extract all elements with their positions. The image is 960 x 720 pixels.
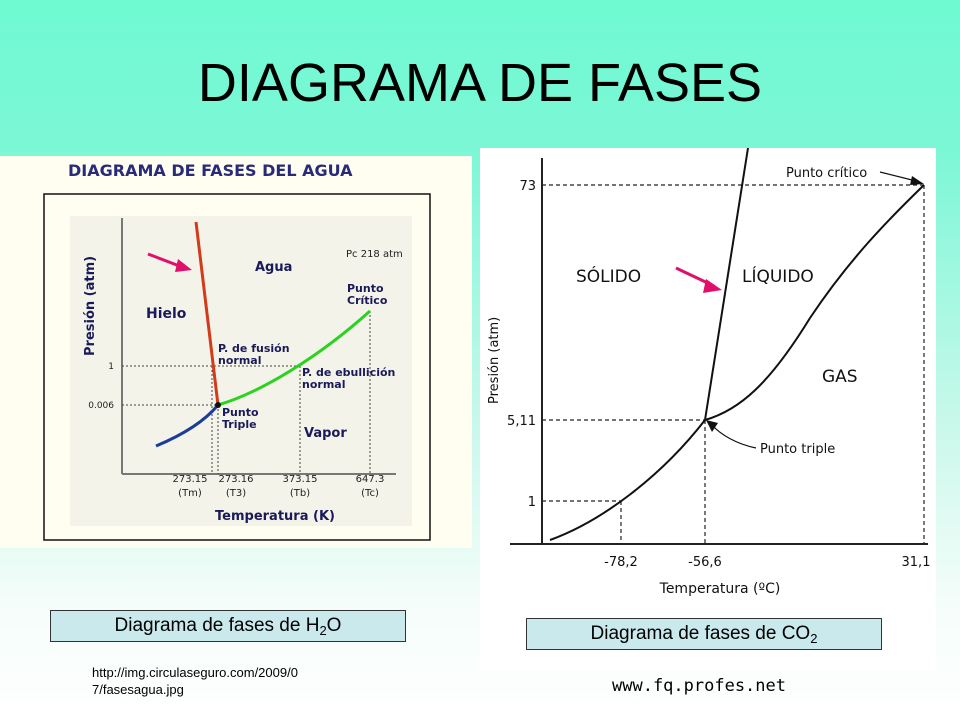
source-url-line-2: 7/fasesagua.jpg	[92, 682, 184, 697]
co2-pink-arrow-icon	[703, 279, 722, 293]
co2-critical-point-label: Punto crítico	[786, 166, 867, 181]
h2o-arrow-line	[147, 252, 183, 269]
co2-region-solid: SÓLIDO	[576, 265, 641, 287]
co2-critical-arrow-line	[879, 171, 917, 182]
h2o-x-tick-27316: 273.16	[219, 474, 254, 485]
co2-fusion-curve	[704, 147, 749, 421]
h2o-region-solid: Hielo	[146, 306, 187, 322]
h2o-x-symbol-tc: (Tc)	[361, 488, 379, 499]
co2-phase-diagram-panel: Punto crítico SÓLIDO LÍQUIDO GAS Punto t…	[480, 147, 936, 670]
h2o-caption: Diagrama de fases de H2O	[50, 610, 406, 642]
h2o-fusion-curve	[194, 221, 220, 406]
co2-y-tick-511: 5,11	[507, 414, 536, 429]
h2o-triple-label-2: Triple	[222, 418, 257, 431]
h2o-y-axis-label: Presión (atm)	[83, 256, 98, 356]
co2-triple-arrow-line	[711, 424, 757, 449]
co2-x-tick-566: -56,6	[688, 555, 722, 570]
h2o-critical-point-label-2: Crítico	[347, 294, 388, 307]
co2-region-liquid: LÍQUIDO	[742, 265, 814, 287]
h2o-x-tick-27315: 273.15	[173, 474, 208, 485]
co2-y-tick-73: 73	[519, 179, 536, 194]
co2-vaporization-curve	[704, 184, 925, 421]
h2o-region-vapor: Vapor	[304, 426, 347, 441]
h2o-vaporization-curve	[217, 309, 372, 407]
co2-critical-arrow-icon	[910, 176, 924, 185]
source-url-line-1: http://img.circulaseguro.com/2009/0	[92, 665, 298, 680]
slide-title: DIAGRAMA DE FASES	[197, 53, 763, 113]
h2o-region-liquid: Agua	[255, 260, 292, 275]
h2o-y-tick-1: 1	[108, 362, 114, 372]
h2o-x-symbol-t3: (T3)	[226, 488, 246, 499]
co2-x-tick-782: -78,2	[604, 555, 638, 570]
h2o-triple-label-1: Punto	[222, 406, 259, 419]
h2o-phase-diagram: DIAGRAMA DE FASES DEL AGUA Pc 218 atm Ag…	[43, 161, 431, 541]
h2o-y-tick-0006: 0.006	[88, 401, 114, 411]
co2-y-tick-1: 1	[528, 495, 536, 510]
h2o-x-axis-label: Temperatura (K)	[215, 509, 335, 524]
h2o-critical-point-label-1: Punto	[347, 282, 384, 295]
h2o-frame	[43, 193, 431, 541]
h2o-caption-prefix: Diagrama de fases de H	[114, 615, 320, 636]
h2o-boiling-label-1: P. de ebullición	[302, 366, 395, 379]
h2o-diagram-header: DIAGRAMA DE FASES DEL AGUA	[68, 161, 353, 180]
co2-caption-prefix: Diagrama de fases de CO	[590, 623, 811, 644]
co2-x-axis-label: Temperatura (ºC)	[659, 581, 781, 597]
h2o-x-tick-37315: 373.15	[283, 474, 318, 485]
h2o-critical-pressure-label: Pc 218 atm	[346, 249, 403, 260]
h2o-phase-diagram-panel: DIAGRAMA DE FASES DEL AGUA Pc 218 atm Ag…	[0, 156, 472, 548]
co2-y-axis-label: Presión (atm)	[487, 317, 502, 404]
co2-sublimation-curve	[549, 419, 706, 541]
h2o-fusion-label-2: normal	[218, 354, 261, 367]
h2o-triple-point-marker	[215, 402, 221, 408]
co2-triple-arrow-icon	[706, 420, 718, 432]
h2o-caption-suffix: O	[326, 615, 342, 636]
co2-region-gas: GAS	[822, 367, 858, 387]
source-website: www.fq.profes.net	[612, 676, 786, 696]
co2-caption-subscript: 2	[810, 631, 818, 646]
h2o-x-tick-6473: 647.3	[356, 474, 385, 485]
co2-triple-point-label: Punto triple	[760, 442, 835, 457]
h2o-x-symbol-tm: (Tm)	[178, 488, 202, 499]
h2o-boiling-label-2: normal	[302, 378, 345, 391]
h2o-sublimation-curve	[155, 404, 220, 448]
h2o-caption-subscript: 2	[319, 623, 327, 638]
h2o-fusion-label-1: P. de fusión	[218, 342, 290, 355]
co2-phase-diagram: Punto crítico SÓLIDO LÍQUIDO GAS Punto t…	[487, 147, 931, 597]
co2-x-tick-311: 31,1	[902, 555, 931, 570]
source-url: http://img.circulaseguro.com/2009/0 7/fa…	[92, 664, 372, 698]
h2o-arrow-icon	[175, 259, 192, 272]
h2o-x-symbol-tb: (Tb)	[290, 488, 310, 499]
co2-caption: Diagrama de fases de CO2	[526, 618, 882, 650]
